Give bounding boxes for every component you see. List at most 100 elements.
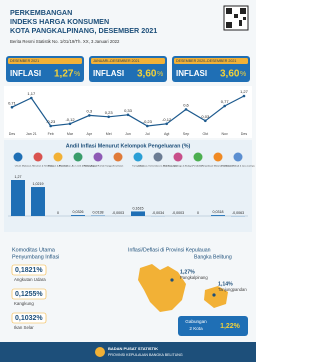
x-tick-label: Nov [221, 132, 228, 136]
summary-value: 1,27 [54, 69, 74, 80]
title-line: KOTA PANGKALPINANG, DESEMBER 2021 [10, 26, 157, 35]
x-tick-label: Jan 21 [26, 132, 37, 136]
category-icon [133, 152, 143, 162]
data-label: -0,0034 [152, 211, 164, 215]
bar-chart-panel [4, 140, 252, 232]
data-label: 1,0219 [33, 182, 44, 186]
category-label: Kesehatan [113, 165, 124, 168]
footer-text: PROVINSI KEPULAUAN BANGKA BELITUNG [108, 353, 183, 357]
x-tick-label: Jul [145, 132, 150, 136]
summary-label: INFLASI [10, 69, 41, 78]
commodity-name: Ikan Selar [14, 325, 34, 330]
data-label: 0,0326 [73, 210, 84, 214]
line-point [204, 119, 207, 123]
section-title: Komoditas Utama [12, 247, 55, 253]
line-point [68, 122, 72, 126]
category-icon [213, 152, 223, 162]
line-chart: 0,71 Des 1,17 Jan 21 -0,23 Feb -0,12 Mar 0,3 Apr 0… [8, 89, 249, 136]
category-icon [53, 152, 63, 162]
line-point [30, 96, 33, 100]
category-label: Perumahan, Air, Listrik & Bahan Bakar [59, 165, 96, 168]
line-point [126, 113, 130, 117]
combined-value: 1,22% [220, 323, 241, 330]
bar [131, 211, 145, 216]
data-label: 0,71 [8, 100, 17, 105]
category-label: Pakaian & Alas Kaki [48, 165, 68, 168]
summary-period-bg [174, 58, 248, 64]
data-label: 0,77 [221, 99, 230, 104]
data-label: 0 [57, 211, 59, 215]
data-label: -0,0003 [172, 211, 184, 215]
category-icon [13, 152, 23, 162]
region-value: 1,27% [180, 269, 195, 275]
category-label: Rekreasi, Olahraga & Budaya [164, 165, 194, 168]
commodity-value: 0,1821% [15, 267, 43, 274]
line-point [223, 104, 226, 108]
region-list: 1,27%Pangkalpinang 1,14%Tanjungpandan [180, 269, 247, 292]
footer-text: BADAN PUSAT STATISTIK [108, 346, 158, 351]
category-label: Perlengkapan Rumah Tangga [84, 165, 114, 168]
x-tick-label: Des [9, 132, 16, 136]
category-label: Umum [15, 166, 22, 168]
category-label: Makanan, Minuman & Tembakau [22, 166, 55, 168]
data-label: -0,12 [162, 117, 172, 122]
data-label: 0,0318 [213, 210, 224, 214]
data-label: -0,0063 [232, 211, 244, 215]
category-icon [193, 152, 203, 162]
commodity-name: Kangkung [14, 301, 34, 306]
bar [11, 180, 25, 216]
category-label: Informasi, Komunikasi & Jasa Keuangan [138, 165, 178, 168]
combined-label: 2 Kota [189, 326, 203, 331]
bar [211, 215, 225, 216]
infographic: PERKEMBANGAN INDEKS HARGA KONSUMEN KOTA … [0, 0, 256, 362]
map [138, 264, 228, 312]
category-icon [73, 152, 83, 162]
category-label: Pendidikan [193, 166, 205, 168]
x-tick-label: Feb [48, 132, 54, 136]
x-tick-label: Des [241, 132, 248, 136]
category-icon [233, 152, 243, 162]
x-tick-label: Jun [125, 132, 131, 136]
commodity-value: 0,1032% [15, 315, 43, 322]
summary-period: DESEMBER 2021 [10, 59, 39, 63]
summary: DESEMBER 2021 INFLASI 1,27 % JANUARI–DESEMBE… [6, 56, 250, 82]
category-label: Perawatan Pribadi & Jasa Lainnya [221, 165, 255, 168]
x-tick-label: Apr [87, 132, 93, 136]
line-point [165, 122, 168, 126]
category-icon [113, 152, 123, 162]
data-label: -0,0003 [112, 211, 124, 215]
summary-period: DESEMBER 2020–DESEMBER 2021 [176, 59, 236, 63]
bps-logo [95, 347, 105, 357]
data-label: 0,3 [87, 108, 93, 113]
line-point [49, 124, 52, 128]
line-point [242, 94, 246, 98]
title-line: INDEKS HARGA KONSUMEN [10, 17, 109, 26]
data-label: 0,6 [183, 102, 189, 107]
combined-label: Gabungan [185, 319, 207, 324]
commodity-value-bg [11, 264, 47, 276]
commodity-value: 0,1255% [15, 291, 43, 298]
x-tick-label: Sep [183, 132, 189, 136]
subtitle: Berita Resmi Statistik No. 1/01/19/Th. X… [10, 39, 120, 44]
commodity-value-bg [11, 312, 47, 324]
line-chart-panel [4, 86, 252, 138]
region-name: Pangkalpinang [180, 275, 208, 280]
data-label: 0,33 [124, 108, 133, 113]
summary-period-bg [8, 58, 82, 64]
summary-period: JANUARI–DESEMBER 2021 [93, 59, 140, 63]
line-point [107, 115, 110, 119]
commodity-name: Angkutan Udara [14, 277, 46, 282]
data-label: -0,23 [143, 119, 153, 124]
summary-label: INFLASI [93, 69, 124, 78]
x-tick-label: Mar [67, 132, 74, 136]
summary-value: 3,60 [137, 69, 157, 80]
category-icon [173, 152, 183, 162]
bar-chart-title: Andil Inflasi Menurut Kelompok Pengeluar… [66, 143, 191, 149]
region-value: 1,14% [218, 281, 233, 287]
category-icon [93, 152, 103, 162]
data-label: 1,27 [15, 175, 22, 179]
title-line: PERKEMBANGAN [10, 8, 72, 17]
summary-value: 3,60 [220, 69, 240, 80]
summary-period-bg [91, 58, 165, 64]
